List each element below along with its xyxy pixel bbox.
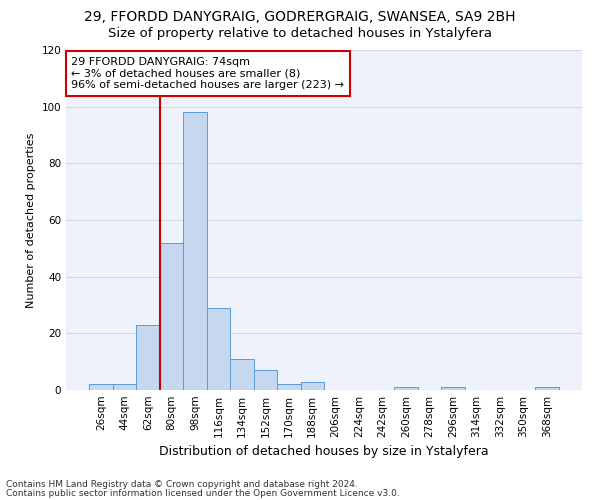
Bar <box>113 384 136 390</box>
Text: 29, FFORDD DANYGRAIG, GODRERGRAIG, SWANSEA, SA9 2BH: 29, FFORDD DANYGRAIG, GODRERGRAIG, SWANS… <box>84 10 516 24</box>
Bar <box>277 384 301 390</box>
Bar <box>183 112 207 390</box>
Bar <box>394 387 418 390</box>
Text: 29 FFORDD DANYGRAIG: 74sqm
← 3% of detached houses are smaller (8)
96% of semi-d: 29 FFORDD DANYGRAIG: 74sqm ← 3% of detac… <box>71 57 344 90</box>
Bar <box>207 308 230 390</box>
Bar <box>254 370 277 390</box>
Bar <box>160 242 183 390</box>
Text: Contains public sector information licensed under the Open Government Licence v3: Contains public sector information licen… <box>6 488 400 498</box>
Text: Contains HM Land Registry data © Crown copyright and database right 2024.: Contains HM Land Registry data © Crown c… <box>6 480 358 489</box>
X-axis label: Distribution of detached houses by size in Ystalyfera: Distribution of detached houses by size … <box>159 446 489 458</box>
Text: Size of property relative to detached houses in Ystalyfera: Size of property relative to detached ho… <box>108 28 492 40</box>
Bar <box>441 387 465 390</box>
Bar <box>89 384 113 390</box>
Bar <box>230 359 254 390</box>
Y-axis label: Number of detached properties: Number of detached properties <box>26 132 36 308</box>
Bar <box>301 382 324 390</box>
Bar <box>136 325 160 390</box>
Bar <box>535 387 559 390</box>
